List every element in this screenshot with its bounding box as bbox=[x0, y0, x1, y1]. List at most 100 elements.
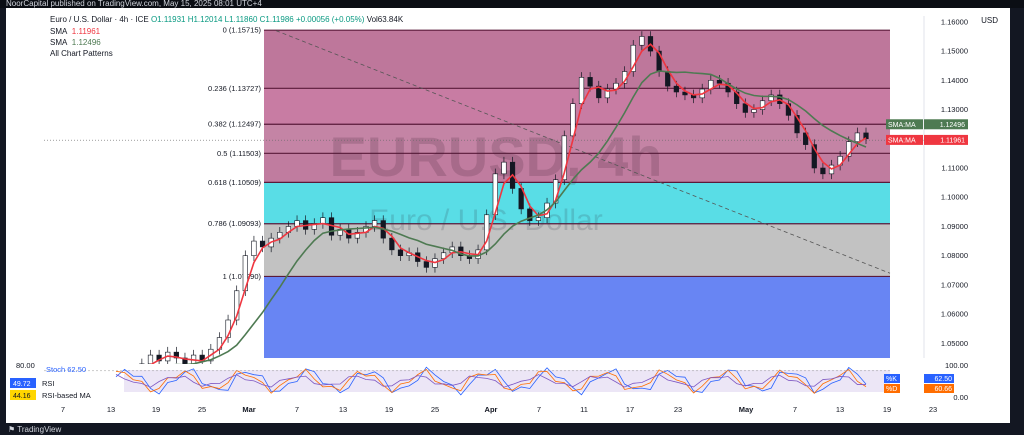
x-tick-label: 23 bbox=[674, 405, 682, 414]
sma-tag-name-bg bbox=[886, 134, 923, 145]
sma-tag-value: 1.12496 bbox=[940, 122, 965, 129]
x-tick-label: 7 bbox=[295, 405, 299, 414]
candle-body bbox=[854, 132, 860, 142]
candle-body bbox=[570, 103, 576, 137]
x-tick-label: 17 bbox=[626, 405, 634, 414]
sma-tag-name: SMA:MA bbox=[888, 122, 916, 129]
price-tick-label: 1.06000 bbox=[941, 310, 968, 319]
fib-label-4: 0.618 (1.10509) bbox=[208, 178, 261, 187]
sma-tag-value: 1.11961 bbox=[940, 137, 965, 144]
stoch-k-line bbox=[115, 366, 867, 396]
candle-body bbox=[596, 85, 602, 99]
fib-label-2: 0.382 (1.12497) bbox=[208, 120, 261, 129]
candle-body bbox=[716, 80, 723, 84]
x-tick-label: 13 bbox=[836, 405, 844, 414]
candle-body bbox=[578, 77, 585, 104]
osc-tick-100: 100.00 bbox=[945, 361, 968, 370]
stoch-k-value-bg bbox=[924, 374, 954, 383]
rsi-legend: RSI bbox=[42, 379, 55, 388]
candle-body bbox=[785, 103, 792, 116]
price-tick-label: 1.14000 bbox=[941, 76, 968, 85]
osc-tick-0: 0.00 bbox=[953, 393, 968, 402]
candle-body bbox=[251, 240, 257, 256]
trendline bbox=[275, 30, 891, 274]
x-tick-label: 7 bbox=[793, 405, 797, 414]
candle-body bbox=[587, 77, 593, 87]
fib-label-6: 1 (1.07290) bbox=[223, 272, 262, 281]
fib-zone-0 bbox=[264, 30, 890, 89]
rsi-value: 49.72 bbox=[13, 381, 31, 388]
x-tick-label: 13 bbox=[339, 405, 347, 414]
price-tick-label: 1.07000 bbox=[941, 280, 968, 289]
x-tick-label: Mar bbox=[242, 405, 255, 414]
stoch-d-value: 60.66 bbox=[934, 386, 952, 393]
price-tick-label: 1.13000 bbox=[941, 105, 968, 114]
tradingview-footer: ⚑ TradingView bbox=[0, 423, 1024, 435]
price-tick-label: 1.11000 bbox=[941, 164, 968, 173]
currency-label[interactable]: USD bbox=[981, 16, 998, 25]
fib-zone-1 bbox=[264, 88, 890, 125]
price-tick-label: 1.08000 bbox=[941, 251, 968, 260]
x-tick-label: Apr bbox=[485, 405, 498, 414]
tradingview-logo-icon: ⚑ TradingView bbox=[8, 425, 62, 434]
patterns-legend[interactable]: All Chart Patterns bbox=[50, 49, 113, 58]
x-tick-label: 25 bbox=[431, 405, 439, 414]
publish-bar: NoorCapital published on TradingView.com… bbox=[0, 0, 1024, 8]
rsi-ma-value: 44.16 bbox=[13, 393, 31, 400]
candle-body bbox=[354, 232, 360, 239]
candle-body bbox=[846, 141, 852, 157]
rsi-value-bg bbox=[10, 378, 36, 388]
x-tick-label: 11 bbox=[580, 405, 588, 414]
candle-body bbox=[173, 351, 179, 359]
fib-label-3: 0.5 (1.11503) bbox=[217, 149, 262, 158]
candle-body bbox=[527, 208, 533, 221]
fib-zone-6 bbox=[264, 276, 890, 358]
sma-slow-legend[interactable]: SMA 1.12496 bbox=[50, 38, 101, 47]
symbol-title: Euro / U.S. Dollar · 4h · ICE bbox=[50, 15, 149, 24]
price-tick-label: 1.05000 bbox=[941, 339, 968, 348]
candle-body bbox=[820, 167, 826, 175]
candle-body bbox=[604, 88, 610, 99]
candle-body bbox=[665, 71, 671, 87]
x-tick-label: 13 bbox=[107, 405, 115, 414]
candle-body bbox=[372, 220, 378, 227]
stoch-d-line bbox=[115, 368, 867, 394]
candle-body bbox=[630, 44, 636, 72]
sma-slow-line bbox=[115, 70, 867, 383]
symbol-legend[interactable]: Euro / U.S. Dollar · 4h · ICE O1.11931 H… bbox=[50, 15, 403, 25]
stoch-d-tag: %D bbox=[886, 386, 897, 393]
x-tick-label: 19 bbox=[883, 405, 891, 414]
x-tick-label: 7 bbox=[537, 405, 541, 414]
price-tick-label: 1.15000 bbox=[941, 47, 968, 56]
osc-level-label: 80.00 bbox=[16, 361, 35, 370]
x-tick-label: 19 bbox=[385, 405, 393, 414]
candle-body bbox=[768, 94, 774, 102]
price-chart[interactable]: 0 (1.15715) 0.236 (1.13727) 0.382 (1.12497… bbox=[6, 8, 1010, 423]
fib-label-1: 0.236 (1.13727) bbox=[208, 84, 261, 93]
candle-body bbox=[751, 109, 757, 113]
candle-body bbox=[423, 261, 429, 268]
osc-band bbox=[124, 370, 890, 392]
stoch-legend: Stoch 62.50 bbox=[46, 365, 86, 374]
rsi-ma-value-bg bbox=[10, 390, 36, 400]
sma-tag-name-bg bbox=[886, 119, 923, 130]
candle-body bbox=[320, 217, 326, 224]
candle-body bbox=[156, 354, 162, 362]
rsi-ma-legend: RSI-based MA bbox=[42, 391, 91, 400]
stoch-k-tag-bg bbox=[884, 374, 900, 383]
candle-body bbox=[234, 290, 240, 321]
x-tick-label: 23 bbox=[929, 405, 937, 414]
stoch-k-value: 62.50 bbox=[934, 376, 952, 383]
fib-zone-4 bbox=[264, 182, 890, 224]
sma-fast-legend[interactable]: SMA 1.11961 bbox=[50, 27, 101, 36]
rsi-line bbox=[115, 373, 867, 388]
ohlc-values: O1.11931 H1.12014 L1.11860 C1.11986 +0.0… bbox=[150, 15, 365, 24]
sma-fast-line bbox=[115, 43, 867, 383]
candle-body bbox=[794, 115, 800, 134]
sma-tag-name: SMA:MA bbox=[888, 137, 916, 144]
sma-tag-value-bg bbox=[924, 134, 968, 145]
candle-body bbox=[259, 240, 266, 248]
publish-text: NoorCapital published on TradingView.com… bbox=[6, 0, 262, 8]
chart-window[interactable]: 0 (1.15715) 0.236 (1.13727) 0.382 (1.12497… bbox=[6, 8, 1010, 423]
